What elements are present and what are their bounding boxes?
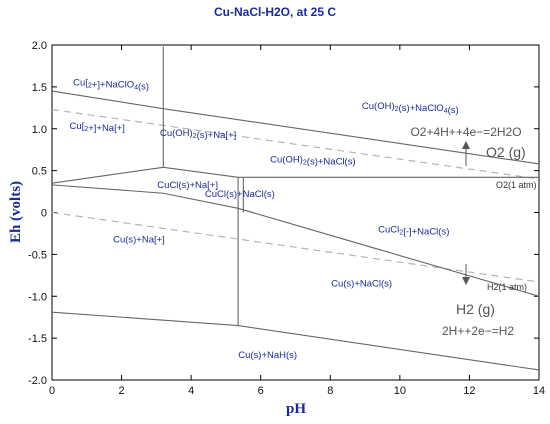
region-label: Cu(s)+NaCl(s): [331, 279, 392, 290]
x-tick-label: 4: [188, 385, 194, 397]
phase-boundary-line: [237, 207, 540, 297]
x-tick-label: 8: [327, 385, 333, 397]
o2-arrowhead-icon: [462, 141, 470, 149]
x-tick-label: 10: [394, 385, 406, 397]
y-axis: 2.0 1.5 1.0 0.5 0 -0.5 -1.0 -1.5 -2.0: [28, 40, 539, 387]
o2-annotation: O2+4H++4e−=2H2O O2 (g) O2(1 atm): [410, 125, 536, 190]
phase-boundary-line: [51, 166, 164, 184]
y-tick-label: 1.0: [32, 124, 47, 136]
x-tick-label: 14: [533, 385, 545, 397]
region-label: CuCl(s)+Na[+]: [157, 180, 218, 191]
region-label: Cu(OH)2(s)+NaCl(s): [270, 155, 355, 168]
region-label: Cu(OH)2(s)+NaClO4(s): [362, 101, 459, 116]
x-tick-label: 0: [49, 385, 55, 397]
x-tick-label: 2: [119, 385, 125, 397]
region-label: Cu[2+]+NaClO4(s): [73, 78, 149, 93]
water-line: [51, 211, 540, 283]
h2-gas-label: H2 (g): [456, 301, 495, 317]
phase-boundary-line: [51, 184, 239, 209]
region-label: CuCl(s)+NaCl(s): [205, 189, 275, 200]
y-tick-label: -2.0: [28, 375, 47, 387]
o2-gas-label: O2 (g): [486, 144, 526, 160]
o2-reaction-label: O2+4H++4e−=2H2O: [410, 125, 521, 139]
h2-atm-label: H2(1 atm): [487, 282, 527, 292]
region-label: Cu(s)+Na[+]: [113, 234, 165, 245]
y-tick-label: 0: [41, 208, 47, 220]
y-tick-label: 2.0: [32, 40, 47, 52]
y-tick-label: -1.5: [28, 333, 47, 345]
x-tick-label: 12: [463, 385, 475, 397]
water-stability-lines: [51, 108, 540, 283]
region-label: Cu[2+]+Na[+]: [70, 121, 125, 134]
o2-atm-label: O2(1 atm): [496, 180, 537, 190]
h2-arrowhead-icon: [462, 277, 470, 285]
water-line: [51, 108, 540, 180]
y-tick-label: 0.5: [32, 166, 47, 178]
x-axis-label: pH: [286, 401, 306, 417]
h2-reaction-label: 2H++2e−=H2: [442, 324, 514, 338]
region-label: Cu(s)+NaH(s): [238, 350, 297, 361]
region-labels: Cu[2+]+NaClO4(s) Cu[2+]+Na[+] Cu(OH)2(s)+N…: [70, 78, 459, 361]
chart-title: Cu-NaCl-H2O, at 25 C: [214, 5, 336, 19]
phase-boundary-line: [51, 311, 540, 371]
x-axis: 0 2 4 6 8 10 12 14: [49, 45, 545, 397]
y-tick-label: -0.5: [28, 249, 47, 261]
region-label: CuCl2[-]+NaCl(s): [378, 224, 449, 237]
y-axis-label: Eh (volts): [8, 181, 24, 243]
h2-annotation: H2(1 atm) H2 (g) 2H++2e−=H2: [442, 264, 527, 338]
y-tick-label: 1.5: [32, 82, 47, 94]
x-tick-label: 6: [258, 385, 264, 397]
region-label: Cu(OH)2(s)+Na[+]: [160, 128, 236, 141]
phase-boundaries: [51, 46, 540, 371]
y-tick-label: -1.0: [28, 291, 47, 303]
plot-frame: [51, 44, 540, 381]
